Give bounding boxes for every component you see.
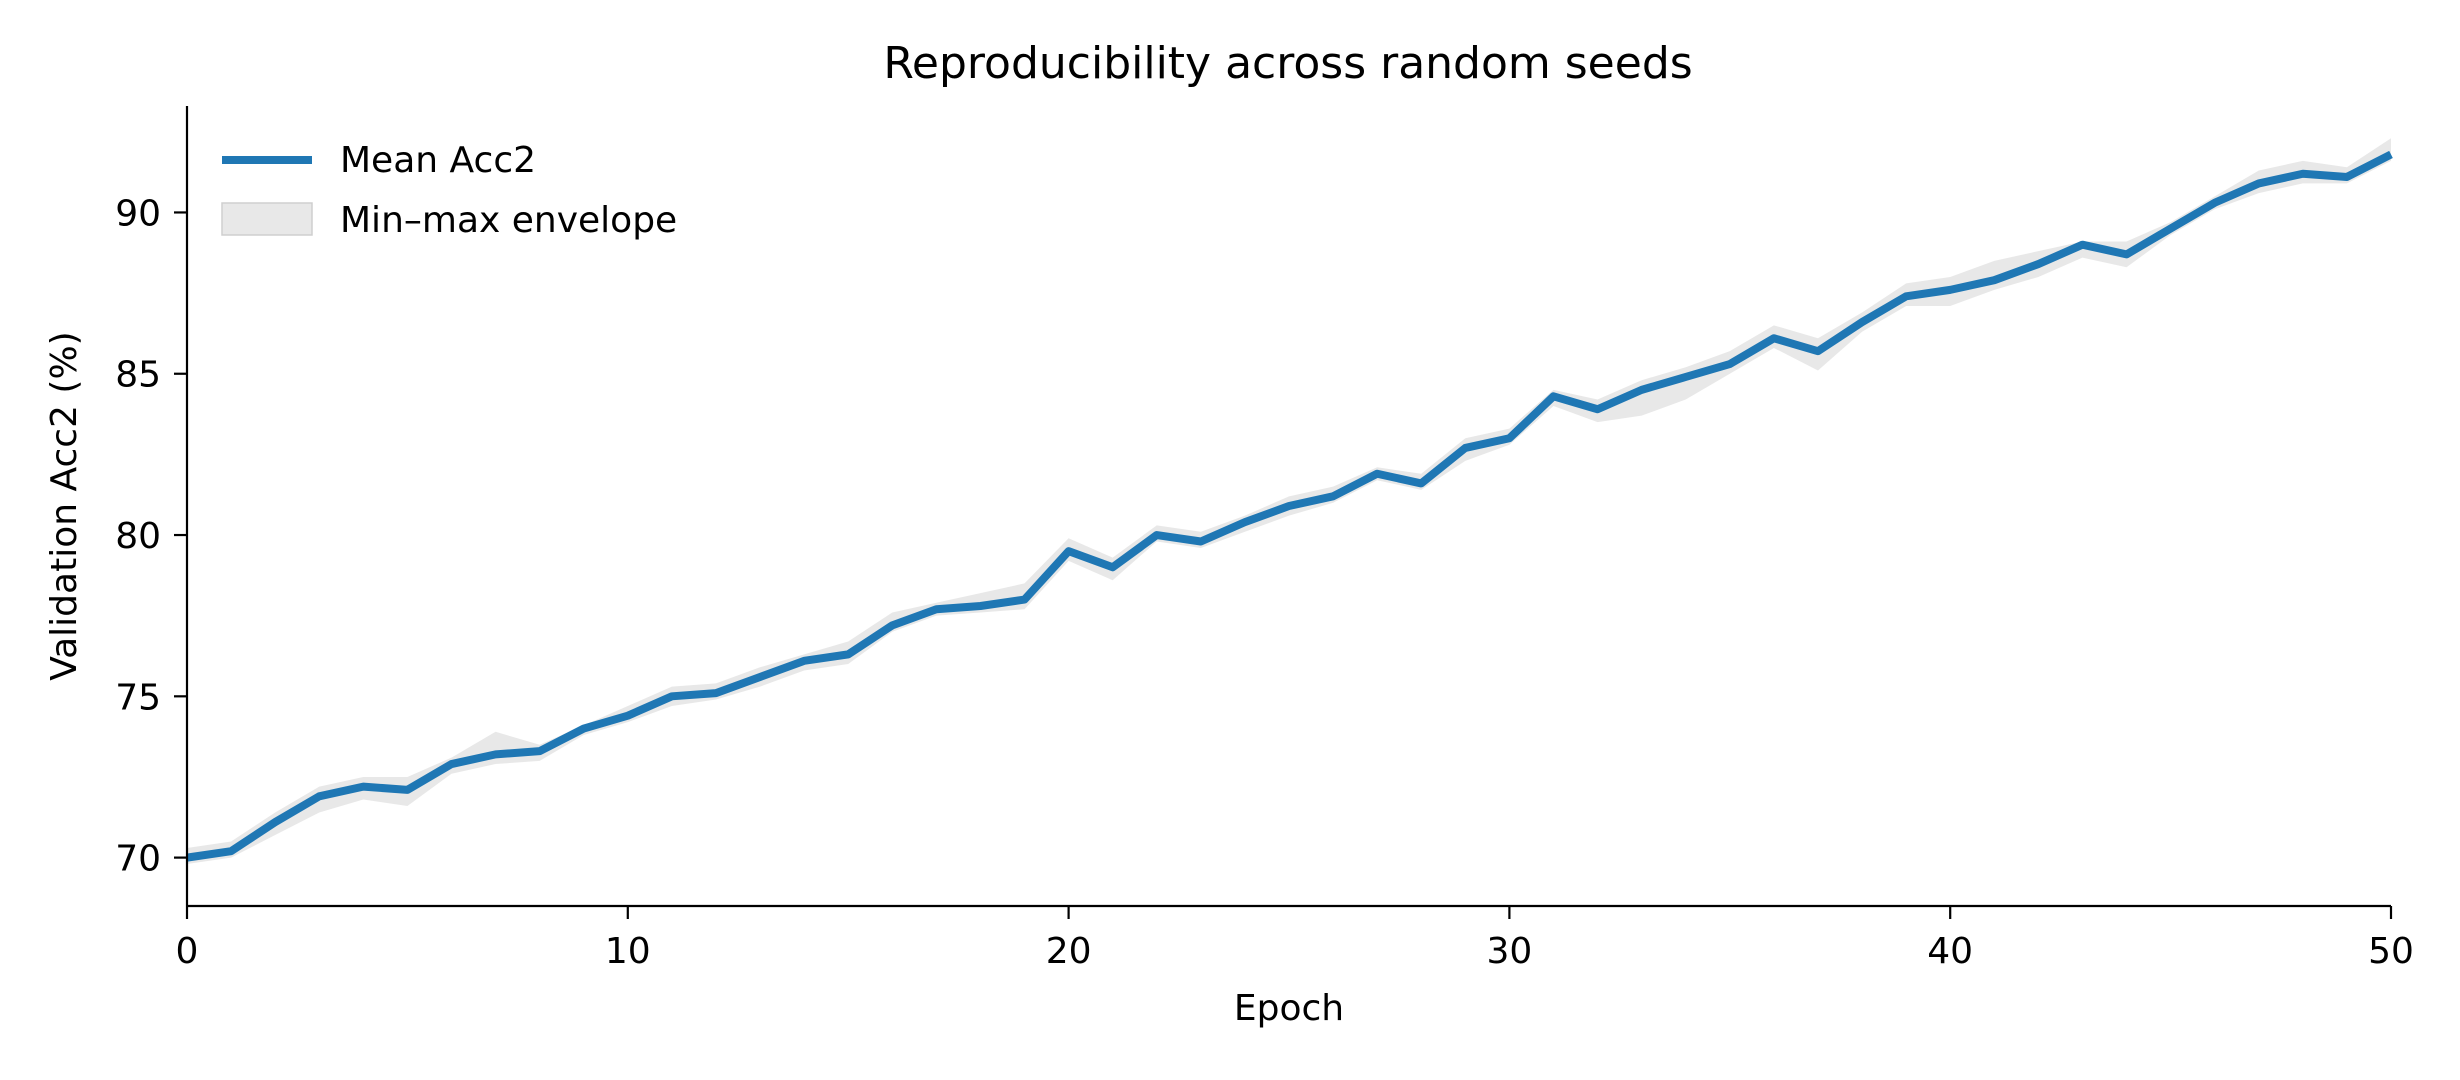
y-axis-label: Validation Acc2 (%)	[44, 331, 85, 680]
y-tick-label: 75	[115, 677, 161, 718]
x-tick-label: 40	[1927, 931, 1973, 972]
y-axis-ticks: 70 75 80 85 90	[115, 193, 187, 880]
x-tick-label: 50	[2368, 931, 2414, 972]
x-tick-label: 10	[605, 931, 651, 972]
legend-label-mean: Mean Acc2	[340, 140, 536, 181]
legend: Mean Acc2 Min–max envelope	[221, 140, 677, 241]
y-tick-label: 80	[115, 516, 161, 557]
x-axis-ticks: 0 10 20 30 40 50	[176, 906, 2414, 972]
y-tick-label: 85	[115, 355, 161, 396]
chart-title: Reproducibility across random seeds	[883, 38, 1692, 89]
y-tick-label: 90	[115, 193, 161, 234]
x-axis-label: Epoch	[1234, 988, 1344, 1029]
mean-acc2-line	[186, 150, 2393, 862]
legend-label-envelope: Min–max envelope	[340, 200, 677, 241]
plot-area	[186, 138, 2393, 865]
x-tick-label: 20	[1046, 931, 1092, 972]
x-tick-label: 30	[1486, 931, 1532, 972]
y-tick-label: 70	[115, 839, 161, 880]
x-tick-label: 0	[176, 931, 199, 972]
legend-swatch-envelope	[221, 202, 313, 236]
